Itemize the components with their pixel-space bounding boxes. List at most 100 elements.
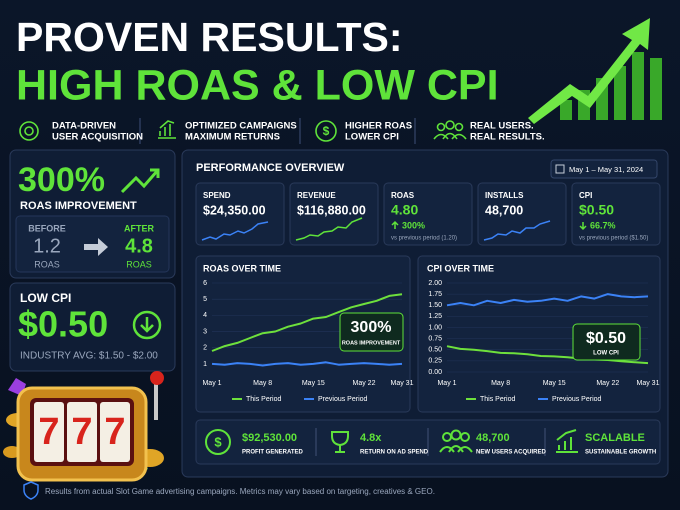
y-tick-label: 0.25 <box>428 358 442 365</box>
kpi-value: $0.50 <box>579 202 614 218</box>
after-value: 4.8 <box>125 235 153 257</box>
summary-value: 48,700 <box>476 432 510 444</box>
svg-text:7: 7 <box>104 411 125 453</box>
summary-icons <box>205 428 578 456</box>
legend-label: This Period <box>480 396 516 403</box>
x-tick-label: May 8 <box>253 380 272 387</box>
title-line-1: PROVEN RESULTS: <box>16 14 403 60</box>
feature-line-2: MAXIMUM RETURNS <box>185 132 280 143</box>
series-line <box>446 345 649 365</box>
shield-icon <box>23 481 39 500</box>
date-range: May 1 – May 31, 2024 <box>569 165 643 174</box>
kpi-change: 300% <box>402 220 425 230</box>
kpi-value: 48,700 <box>485 203 523 217</box>
y-tick-label: 0.75 <box>428 335 442 342</box>
kpi-value: $116,880.00 <box>297 203 366 217</box>
cpi-card <box>9 282 176 372</box>
chart-panel <box>195 255 411 413</box>
x-tick-label: May 1 <box>202 380 221 387</box>
kpi-note: vs previous period ($1.50) <box>579 236 648 242</box>
feature-line-1: REAL USERS. <box>470 121 534 132</box>
y-tick-label: 0.50 <box>428 347 442 354</box>
legend-label: Previous Period <box>552 396 602 403</box>
cpi-value: $0.50 <box>18 304 108 345</box>
before-unit: ROAS <box>34 259 60 269</box>
x-tick-label: May 31 <box>391 380 414 387</box>
y-tick-label: 6 <box>203 280 207 287</box>
sparklines <box>201 217 551 241</box>
feature-line-2: REAL RESULTS. <box>470 132 545 143</box>
chart-title: CPI OVER TIME <box>427 263 494 273</box>
trend-icon <box>120 168 160 194</box>
kpi-label: REVENUE <box>297 191 336 200</box>
y-tick-label: 3 <box>203 328 207 335</box>
dashboard-title: PERFORMANCE OVERVIEW <box>196 162 345 174</box>
growth-graphic <box>528 18 662 124</box>
y-tick-label: 5 <box>203 296 207 303</box>
title-line-2: HIGH ROAS & LOW CPI <box>16 61 499 109</box>
annotation-label: ROAS IMPROVEMENT <box>342 340 401 346</box>
dollar-icon: $ <box>323 124 330 138</box>
kpi-label: CPI <box>579 191 592 200</box>
date-picker[interactable] <box>550 159 658 179</box>
annotation-value: 300% <box>351 319 392 336</box>
kpi-change: 66.7% <box>590 220 616 230</box>
x-tick-label: May 8 <box>491 380 510 387</box>
dollar-icon: $ <box>214 434 222 449</box>
kpi-cards <box>195 182 661 246</box>
annotation-value: $0.50 <box>586 330 626 347</box>
down-icon <box>132 310 162 340</box>
charts: 1 2 3 4 5 6 May 1 May 8 May 15 May 22 May 31 This P… <box>202 280 659 403</box>
roas-value: 300% <box>18 161 105 199</box>
cpi-title: LOW CPI <box>20 291 71 305</box>
y-tick-label: 1 <box>203 361 207 368</box>
kpi-label: ROAS <box>391 191 415 200</box>
legend-label: Previous Period <box>318 396 368 403</box>
kpi-value: $24,350.00 <box>203 203 266 217</box>
before-label: BEFORE <box>28 223 66 233</box>
summary-value: $92,530.00 <box>242 432 297 444</box>
summary-label: SUSTAINABLE GROWTH <box>585 450 656 456</box>
calendar-icon <box>555 164 565 174</box>
annotation-box <box>572 323 641 361</box>
footer-note: Results from actual Slot Game advertisin… <box>45 487 435 496</box>
cpi-note: INDUSTRY AVG: $1.50 - $2.00 <box>20 351 158 362</box>
kpi-value: 4.80 <box>391 202 418 218</box>
annotation-box <box>339 312 404 352</box>
svg-text:7: 7 <box>71 411 92 453</box>
chart-panel <box>417 255 661 413</box>
x-tick-label: May 31 <box>637 380 660 387</box>
y-tick-label: 4 <box>203 312 207 319</box>
before-value: 1.2 <box>33 235 61 257</box>
y-tick-label: 0.00 <box>428 369 442 376</box>
slot-machine: 7 7 7 <box>3 371 164 482</box>
feature-row <box>19 118 467 144</box>
y-tick-label: 1.00 <box>428 324 442 331</box>
up-arrow <box>391 220 399 229</box>
series-line <box>446 293 649 307</box>
feature-line-2: USER ACQUISITION <box>52 132 143 143</box>
feature-line-1: HIGHER ROAS <box>345 121 412 132</box>
after-unit: ROAS <box>126 259 152 269</box>
svg-text:7: 7 <box>38 411 59 453</box>
roas-label: ROAS IMPROVEMENT <box>20 200 137 212</box>
feature-line-1: OPTIMIZED CAMPAIGNS <box>185 121 297 132</box>
after-label: AFTER <box>124 223 154 233</box>
y-tick-label: 1.75 <box>428 291 442 298</box>
series-line <box>211 293 403 352</box>
summary-label: PROFIT GENERATED <box>242 450 304 456</box>
x-tick-label: May 15 <box>543 380 566 387</box>
summary-label: RETURN ON AD SPEND <box>360 450 429 456</box>
summary-value: SCALABLE <box>585 432 645 444</box>
feature-line-2: LOWER CPI <box>345 132 399 143</box>
arrow-icon <box>84 238 108 256</box>
y-tick-label: 1.25 <box>428 313 442 320</box>
series-line <box>211 361 403 367</box>
annotation-label: LOW CPI <box>593 351 619 357</box>
x-tick-label: May 1 <box>437 380 456 387</box>
feature-line-1: DATA-DRIVEN <box>52 121 116 132</box>
x-tick-label: May 15 <box>302 380 325 387</box>
summary-value: 4.8x <box>360 432 382 444</box>
kpi-label: INSTALLS <box>485 191 524 200</box>
